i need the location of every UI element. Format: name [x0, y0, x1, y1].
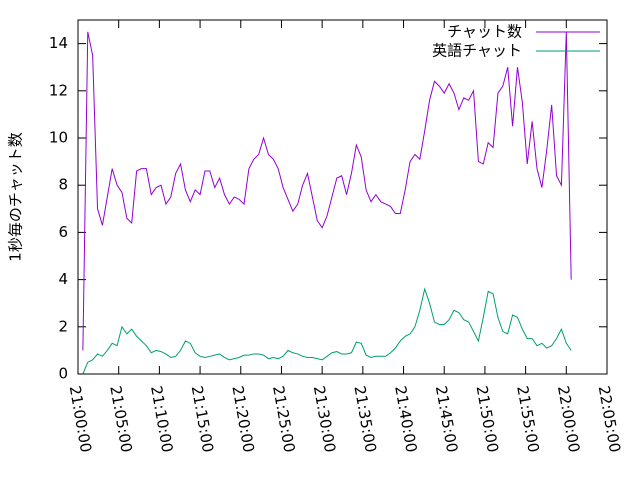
y-axis-label: 1秒毎のチャット数: [7, 132, 25, 261]
series-line: [82, 31, 572, 351]
y-tick-label: 0: [58, 365, 68, 383]
y-tick-label: 6: [58, 223, 68, 241]
legend-label: 英語チャット: [432, 42, 522, 60]
y-tick-label: 10: [49, 129, 68, 147]
legend-label: チャット数: [447, 23, 522, 41]
series-line: [82, 287, 572, 375]
plot-border: [77, 19, 608, 375]
y-tick-label: 2: [58, 317, 68, 335]
y-tick-label: 14: [49, 34, 68, 52]
y-tick-label: 12: [49, 81, 68, 99]
y-tick-label: 4: [58, 270, 68, 288]
y-tick-label: 8: [58, 176, 68, 194]
